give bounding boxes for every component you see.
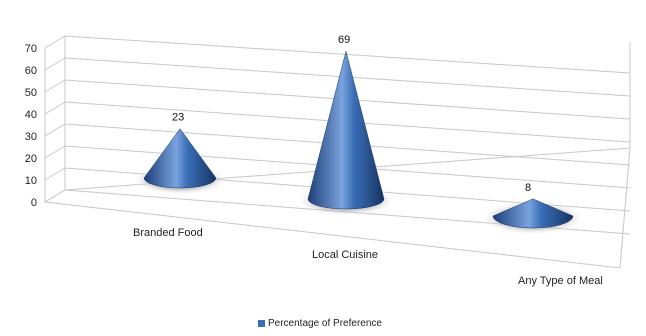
- legend: Percentage of Preference: [258, 318, 382, 329]
- gridline-side: [44, 79, 66, 93]
- y-tick-label: 10: [25, 175, 37, 187]
- y-tick-label: 0: [31, 197, 37, 209]
- gridline-side: [44, 167, 66, 181]
- x-category-label: Any Type of Meal: [518, 275, 603, 287]
- y-axis: 0 10 20 30 40 50 60 70: [25, 43, 37, 209]
- y-tick-label: 20: [25, 153, 37, 165]
- y-tick-label: 30: [25, 131, 37, 143]
- legend-label: Percentage of Preference: [268, 318, 382, 329]
- floor: [43, 147, 631, 269]
- gridline-side: [44, 123, 66, 137]
- data-label: 23: [172, 112, 184, 124]
- y-tick-label: 60: [25, 65, 37, 77]
- legend-swatch: [258, 320, 265, 327]
- y-tick-label: 70: [25, 43, 37, 55]
- gridline-side: [44, 101, 66, 115]
- gridline-side: [44, 57, 66, 71]
- data-label: 8: [525, 182, 531, 194]
- x-category-label: Branded Food: [133, 227, 203, 239]
- data-label: 69: [338, 34, 350, 46]
- cones: [132, 51, 585, 235]
- cone-any-type-of-meal: [492, 198, 574, 229]
- gridline-side: [44, 35, 66, 49]
- x-category-label: Local Cuisine: [312, 249, 378, 261]
- gridline-side: [44, 145, 66, 159]
- y-tick-label: 50: [25, 87, 37, 99]
- labels: 23 Branded Food 69 Local Cuisine 8 Any Type o…: [133, 34, 603, 287]
- cone-branded-food: [143, 128, 217, 189]
- cone-local-cuisine: [307, 51, 385, 210]
- gridline: [64, 35, 631, 74]
- y-tick-label: 40: [25, 109, 37, 121]
